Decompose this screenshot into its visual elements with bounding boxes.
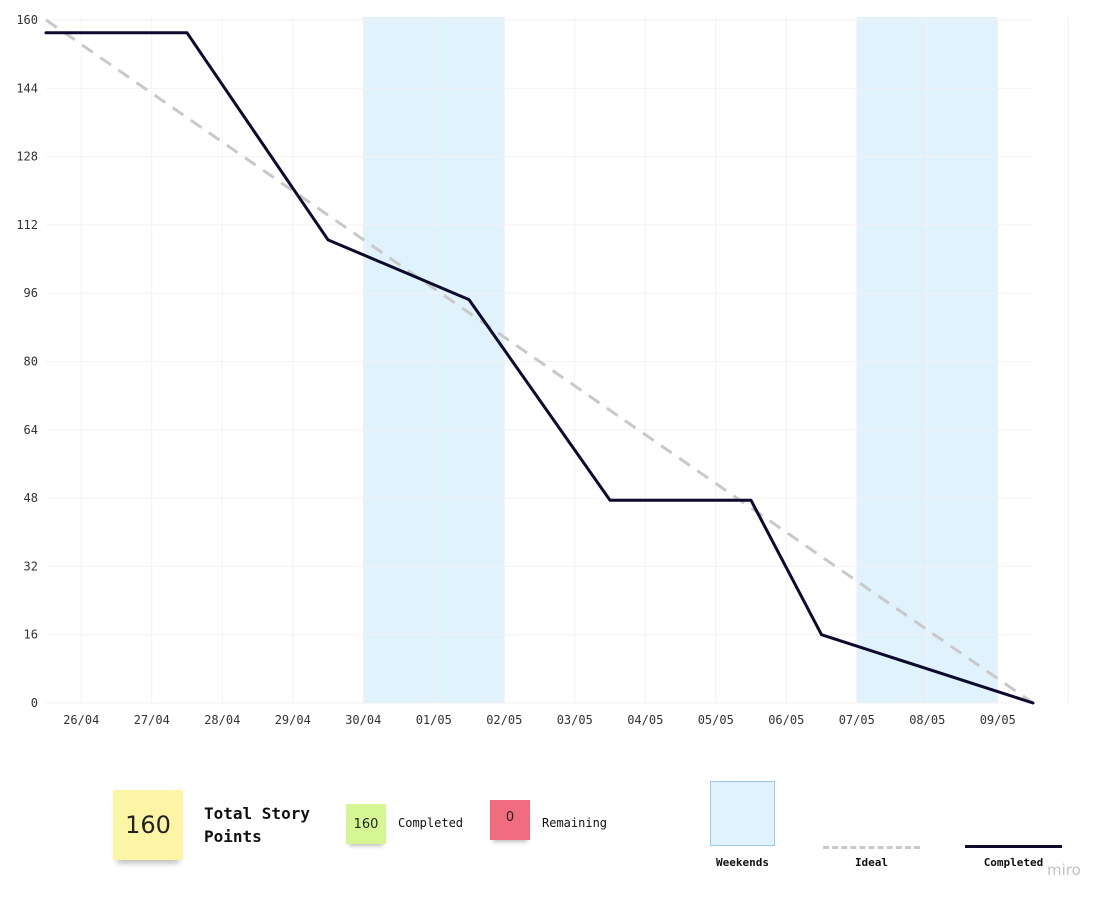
completed-label: Completed [398, 816, 464, 830]
legend-ideal-label: Ideal [854, 856, 889, 869]
legend-weekends-label: Weekends [716, 856, 769, 869]
x-tick-label: 08/05 [909, 713, 945, 727]
series-ideal-line [45, 18, 1034, 705]
x-tick-label: 03/05 [557, 713, 593, 727]
total-points-label: Total Story Points [204, 804, 310, 846]
series-lines [44, 18, 1035, 705]
x-tick-label: 07/05 [839, 713, 875, 727]
remaining-label: Remaining [542, 816, 608, 830]
y-axis-ticks: 0 16 32 48 64 80 96 112 128 144 160 [16, 13, 38, 710]
legend-completed-line [965, 845, 1062, 848]
x-tick-label: 26/04 [63, 713, 99, 727]
x-tick-label: 09/05 [980, 713, 1016, 727]
x-tick-label: 01/05 [416, 713, 452, 727]
legend-completed-label: Completed [983, 856, 1044, 869]
x-tick-label: 06/05 [768, 713, 804, 727]
y-tick-label: 144 [16, 81, 38, 95]
x-tick-label: 05/05 [698, 713, 734, 727]
total-points-sticky: 160 [113, 790, 183, 860]
y-tick-label: 16 [24, 628, 38, 642]
grid-lines [46, 17, 1069, 704]
y-tick-label: 64 [24, 423, 38, 437]
x-tick-label: 28/04 [204, 713, 240, 727]
weekend-bands [363, 17, 998, 703]
y-tick-label: 48 [24, 491, 38, 505]
y-tick-label: 128 [16, 150, 38, 164]
miro-watermark: miro [1047, 861, 1081, 879]
y-tick-label: 160 [16, 13, 38, 27]
x-tick-label: 29/04 [275, 713, 311, 727]
y-tick-label: 0 [31, 696, 38, 710]
x-tick-label: 04/05 [627, 713, 663, 727]
y-tick-label: 32 [24, 559, 38, 573]
completed-sticky: 160 [346, 804, 386, 844]
burndown-chart: 0 16 32 48 64 80 96 112 128 144 160 26/04 27/04 28/0… [16, 13, 1069, 727]
x-axis-ticks: 26/04 27/04 28/04 29/04 30/04 01/05 02/05 03/05… [63, 713, 1016, 727]
y-tick-label: 96 [24, 286, 38, 300]
x-tick-label: 02/05 [486, 713, 522, 727]
series-completed-line [44, 31, 1035, 705]
x-tick-label: 27/04 [134, 713, 170, 727]
y-tick-label: 80 [24, 355, 38, 369]
x-tick-label: 30/04 [345, 713, 381, 727]
y-tick-label: 112 [16, 218, 38, 232]
legend-ideal-line [823, 846, 920, 849]
remaining-sticky: 0 [490, 800, 530, 840]
legend-weekends-swatch [710, 781, 775, 846]
